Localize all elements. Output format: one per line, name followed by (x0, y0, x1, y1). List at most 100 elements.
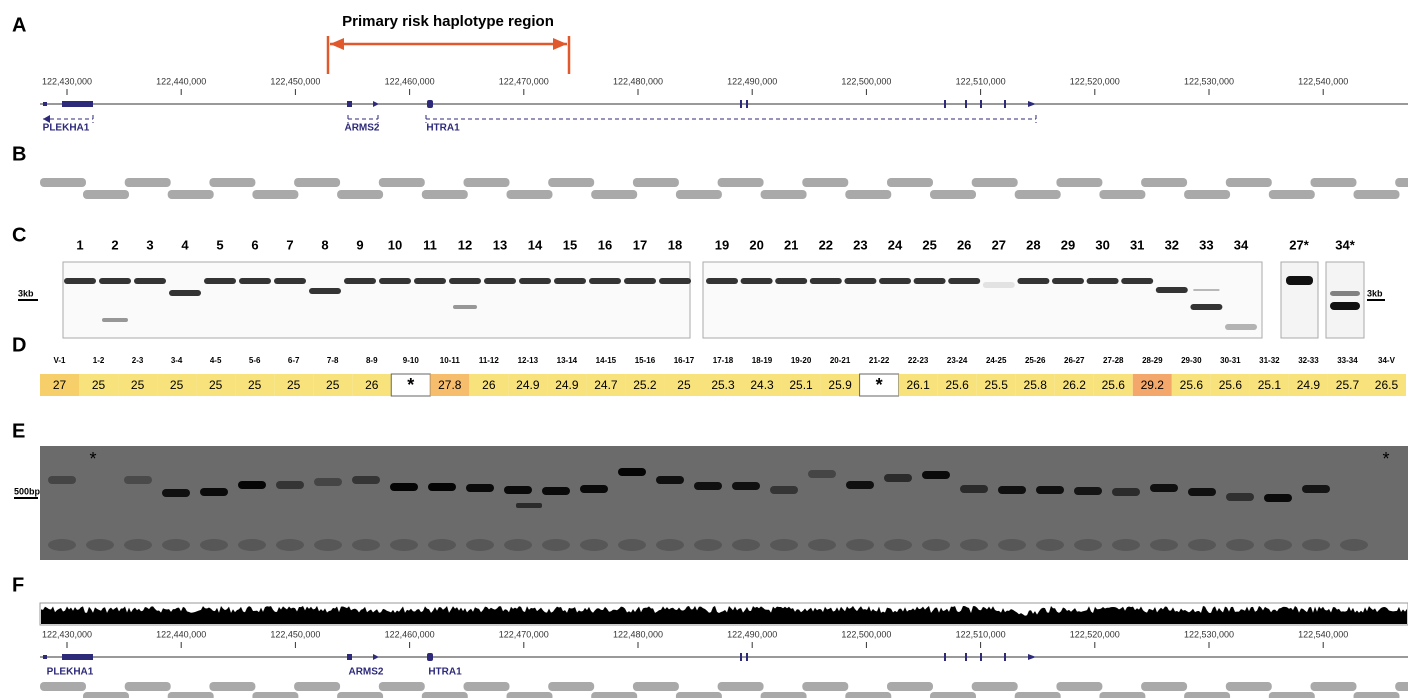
coverage-value: 26.2 (1063, 378, 1087, 392)
coverage-value: 25.2 (633, 378, 657, 392)
gel-band (770, 486, 798, 494)
coverage-value: 25.6 (945, 378, 969, 392)
coordinate-label: 122,500,000 (841, 629, 891, 639)
coverage-value: 24.7 (594, 378, 618, 392)
gel-band (169, 290, 201, 296)
primer-dimer (884, 539, 912, 551)
amplicon-tile (802, 682, 848, 691)
amplicon-tile (1311, 178, 1357, 187)
amplicon-tile (761, 692, 807, 698)
gel-band (1036, 486, 1064, 494)
amplicon-tile (676, 692, 722, 698)
amplicon-tile (209, 682, 255, 691)
coverage-value: 25 (170, 378, 184, 392)
gel-frame (703, 262, 1262, 338)
gene-label: PLEKHA1 (43, 123, 90, 134)
primer-dimer (428, 539, 456, 551)
lane-number: 8 (321, 237, 328, 252)
coverage-value: 26.1 (906, 378, 930, 392)
lane-number: 29 (1061, 237, 1075, 252)
primer-dimer (732, 539, 760, 551)
amplicon-label: 18-19 (752, 356, 773, 365)
gel-band (99, 278, 131, 284)
primer-dimer (1302, 539, 1330, 551)
amplicon-tile (845, 190, 891, 199)
gel-band (200, 488, 228, 496)
coverage-value: 25 (326, 378, 340, 392)
coordinate-label: 122,490,000 (727, 629, 777, 639)
amplicon-label: 1-2 (93, 356, 105, 365)
amplicon-label: 16-17 (674, 356, 695, 365)
amplicon-tile (252, 190, 298, 199)
gel-band (810, 278, 842, 284)
gel-band (1193, 289, 1219, 291)
lane-number: 18 (668, 237, 682, 252)
lane-number: 26 (957, 237, 971, 252)
gel-band (390, 483, 418, 491)
gel-band (983, 282, 1015, 288)
gel-band (519, 278, 551, 284)
amplicon-tile (887, 178, 933, 187)
coordinate-label: 122,430,000 (42, 76, 92, 86)
amplicon-tile (507, 692, 553, 698)
exon (373, 654, 379, 660)
primer-dimer (846, 539, 874, 551)
panel-label: E (12, 420, 25, 442)
primer-dimer (1074, 539, 1102, 551)
amplicon-tile (972, 178, 1018, 187)
gel-band (1330, 302, 1360, 310)
gel-band (694, 482, 722, 490)
amplicon-label: 22-23 (908, 356, 929, 365)
region-arrow (553, 38, 567, 50)
amplicon-tile (930, 190, 976, 199)
panel-label: F (12, 574, 24, 596)
exon (1028, 654, 1036, 660)
gel-band (1302, 485, 1330, 493)
gel-band (659, 278, 691, 284)
amplicon-label: 34-V (1378, 356, 1396, 365)
amplicon-tile (718, 682, 764, 691)
primer-dimer (770, 539, 798, 551)
coordinate-label: 122,540,000 (1298, 629, 1348, 639)
amplicon-label: 28-29 (1142, 356, 1163, 365)
gel-band (741, 278, 773, 284)
panel-label: C (12, 224, 26, 246)
body: ABCDEFPrimary risk haplotype region122,4… (0, 0, 1408, 698)
coordinate-label: 122,500,000 (841, 76, 891, 86)
amplicon-label: 13-14 (557, 356, 578, 365)
amplicon-tile (1141, 682, 1187, 691)
coverage-value: 25.7 (1336, 378, 1360, 392)
lane-number: 30 (1095, 237, 1109, 252)
amplicon-tile (379, 178, 425, 187)
lane-number: 14 (528, 237, 543, 252)
lane-number: 5 (216, 237, 223, 252)
amplicon-tile (802, 178, 848, 187)
lane-number: 4 (181, 237, 189, 252)
amplicon-label: 31-32 (1259, 356, 1280, 365)
lane-number: 34 (1234, 237, 1249, 252)
coordinate-label: 122,460,000 (385, 76, 435, 86)
gel-band (134, 278, 166, 284)
gel-band (542, 487, 570, 495)
gel-band (879, 278, 911, 284)
amplicon-tile (1354, 692, 1400, 698)
gel-band (922, 471, 950, 479)
amplicon-tile (422, 692, 468, 698)
failed-mark: * (1382, 449, 1389, 469)
gel-band (589, 278, 621, 284)
amplicon-label: 19-20 (791, 356, 812, 365)
amplicon-tile (1141, 178, 1187, 187)
lane-number: 9 (356, 237, 363, 252)
amplicon-label: 17-18 (713, 356, 734, 365)
lane-number: 21 (784, 237, 798, 252)
gel-band (1330, 291, 1360, 296)
amplicon-label: 4-5 (210, 356, 222, 365)
amplicon-tile (591, 692, 637, 698)
coordinate-label: 122,490,000 (727, 76, 777, 86)
amplicon-label: 32-33 (1298, 356, 1319, 365)
amplicon-tile (633, 682, 679, 691)
exon (746, 100, 748, 108)
exon (373, 101, 379, 107)
gel-band (64, 278, 96, 284)
amplicon-tile (930, 692, 976, 698)
